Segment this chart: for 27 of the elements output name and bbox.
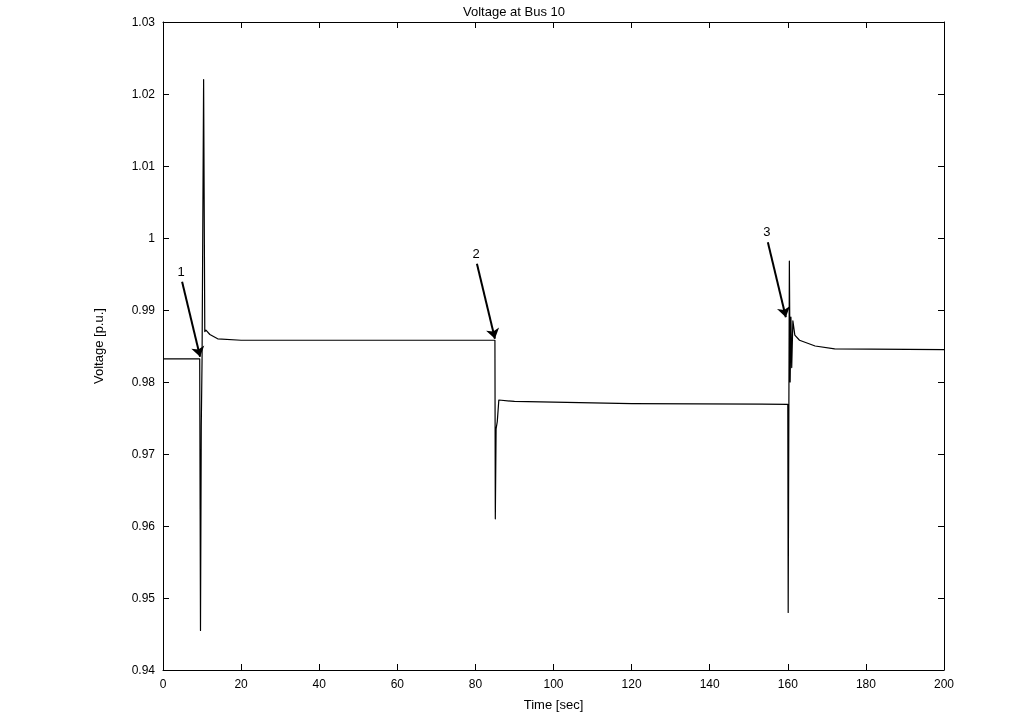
y-tick-label: 0.95 — [131, 591, 156, 605]
y-axis-title: Voltage [p.u.] — [91, 308, 106, 384]
x-axis-title: Time [sec] — [523, 697, 584, 712]
chart-title: Voltage at Bus 10 — [463, 4, 565, 19]
annotation: 3 — [763, 224, 771, 240]
x-tick-label: 200 — [933, 677, 955, 691]
x-tick-label: 20 — [234, 677, 249, 691]
x-tick-label: 80 — [468, 677, 483, 691]
y-tick-label: 1.01 — [131, 159, 156, 173]
x-tick-label: 120 — [621, 677, 642, 691]
y-tick-label: 1.03 — [131, 15, 156, 29]
x-tick-label: 40 — [312, 677, 327, 691]
annotation: 2 — [472, 245, 480, 261]
y-tick-label: 1 — [148, 231, 156, 245]
x-tick-label: 100 — [543, 677, 564, 691]
x-tick-label: 60 — [390, 677, 405, 691]
x-tick-label: 140 — [699, 677, 721, 691]
y-tick-label: 0.96 — [131, 519, 156, 533]
y-tick-label: 1.02 — [131, 87, 156, 101]
annotation: 1 — [177, 263, 185, 279]
x-tick-label: 160 — [777, 677, 799, 691]
x-tick-label: 0 — [159, 677, 167, 691]
y-tick-label: 0.98 — [131, 375, 156, 389]
y-tick-label: 0.97 — [131, 447, 156, 461]
y-tick-label: 0.94 — [131, 663, 156, 677]
y-tick-label: 0.99 — [131, 303, 156, 317]
x-tick-label: 180 — [855, 677, 877, 691]
